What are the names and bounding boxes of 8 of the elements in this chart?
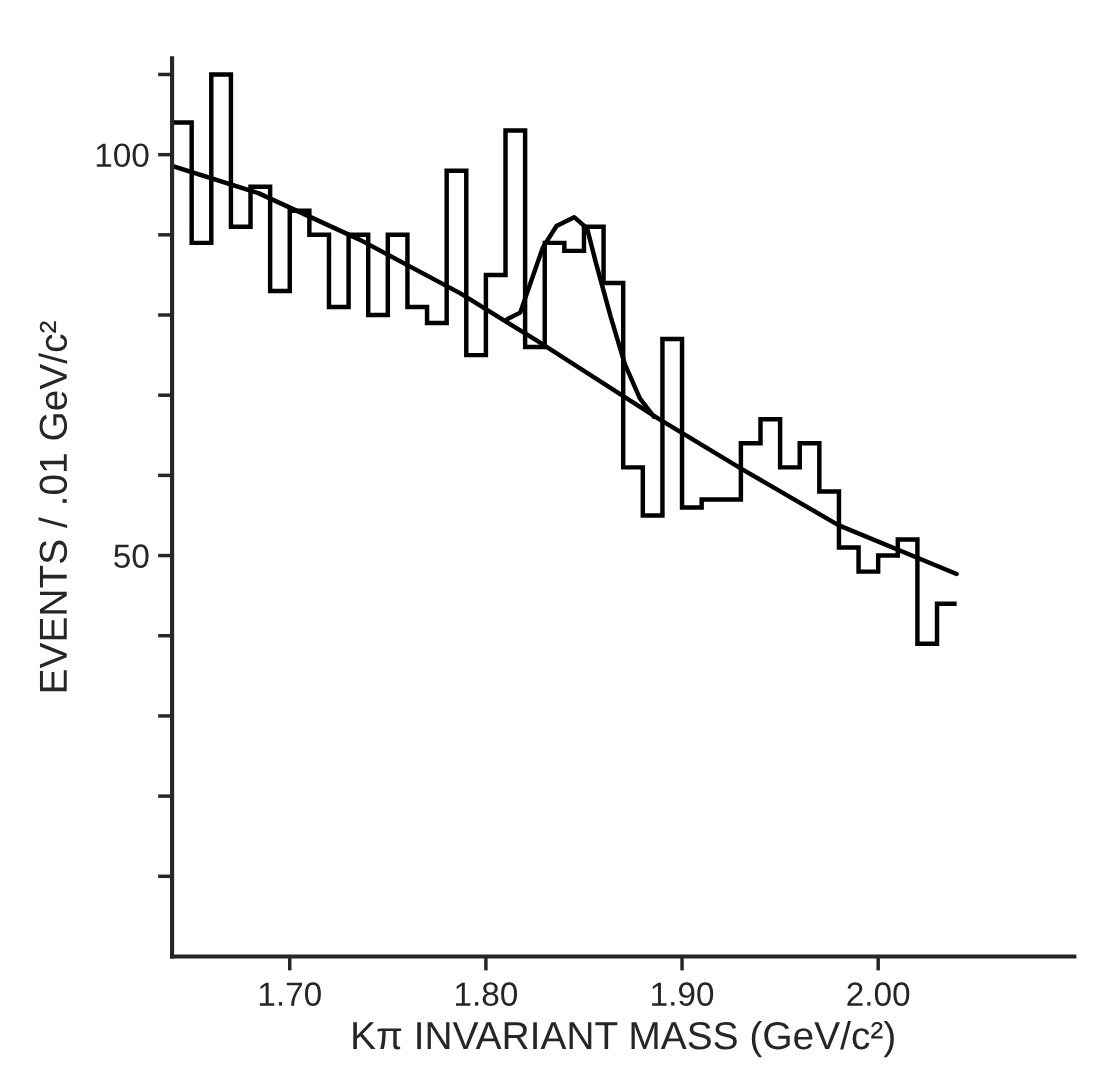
x-axis-title: Kπ INVARIANT MASS (GeV/c²) [353,1020,894,1058]
y-tick-label: 100 [96,143,149,168]
x-tick-label: 1.90 [652,982,714,1006]
x-tick-label: 1.80 [456,982,518,1006]
y-tick-label: 50 [114,544,149,568]
x-tick-label: 1.70 [259,982,321,1006]
y-axis-title: EVENTS / .01 GeV/c² [38,321,68,692]
x-tick-label: 2.00 [847,982,910,1006]
